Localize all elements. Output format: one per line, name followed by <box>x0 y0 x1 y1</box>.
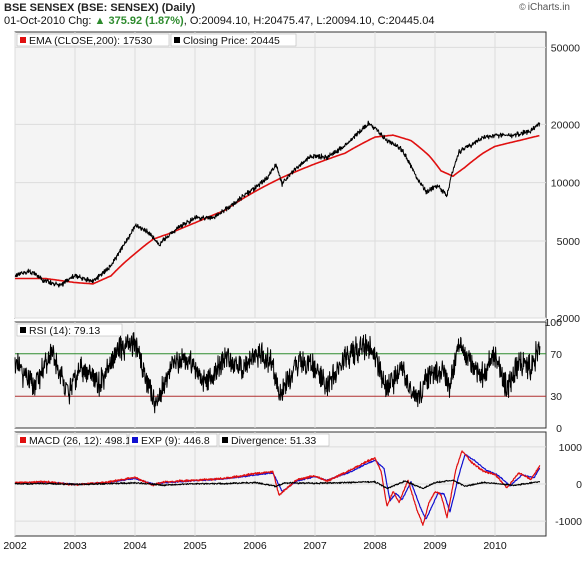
price-y-tick: 50000 <box>551 42 580 54</box>
legend-swatch <box>132 437 138 443</box>
rsi-legend: RSI (14): 79.13 <box>16 323 123 337</box>
rsi-y-tick: 70 <box>550 349 562 361</box>
x-tick-label: 2006 <box>243 540 267 552</box>
price-legend: EMA (CLOSE,200): 17530 Closing Price: 204… <box>16 33 297 47</box>
legend-box <box>16 323 123 337</box>
x-tick-label: 2007 <box>303 540 327 552</box>
rsi-y-tick: 0 <box>556 423 562 435</box>
legend-box <box>218 433 330 447</box>
quote-change: 375.92 (1.87%) <box>108 15 184 27</box>
x-tick-label: 2002 <box>3 540 27 552</box>
legend-box <box>170 33 297 47</box>
x-tick-label: 2010 <box>483 540 507 552</box>
legend-label: EXP (9): 446.8 <box>141 435 210 447</box>
quote-ohlc: , O:20094.10, H:20475.47, L:20094.10, C:… <box>183 15 435 27</box>
legend-box <box>16 433 128 447</box>
price-y-tick-label: 20000 <box>551 119 580 131</box>
price-y-tick: 5000 <box>557 236 581 248</box>
macd-line <box>14 450 541 526</box>
x-tick-label: 2005 <box>183 540 207 552</box>
divergence-line <box>14 479 541 490</box>
rsi-y-tick-label: 100 <box>544 317 562 329</box>
rsi-y-tick: 30 <box>550 391 562 403</box>
x-tick-label: 2004 <box>123 540 147 552</box>
macd-y-tick: -1000 <box>555 516 582 528</box>
price-y-tick-label: 2000 <box>557 313 581 325</box>
ema-line <box>15 134 540 285</box>
rsi-y-tick-label: 0 <box>556 423 562 435</box>
quote-date: 01-Oct-2010 <box>4 15 66 27</box>
up-arrow-icon: ▲ <box>94 15 106 27</box>
brand-name: iCharts.in <box>527 2 570 13</box>
price-y-tick-label: 5000 <box>557 236 581 248</box>
quote-chg-label: Chg: <box>68 15 92 27</box>
legend-swatch <box>20 437 26 443</box>
price-panel <box>14 31 547 319</box>
legend-label: RSI (14): 79.13 <box>29 325 100 337</box>
brand-label[interactable]: © iCharts.in <box>519 2 570 13</box>
price-y-tick-label: 50000 <box>551 42 580 54</box>
macd-y-tick-label: 1000 <box>559 442 583 454</box>
price-y-tick: 2000 <box>557 313 581 325</box>
legend-label: Divergence: 51.33 <box>231 435 316 447</box>
legend-label: EMA (CLOSE,200): 17530 <box>29 35 152 47</box>
macd-y-tick-label: 0 <box>576 479 582 491</box>
legend-swatch <box>20 37 26 43</box>
price-y-tick: 20000 <box>551 119 580 131</box>
legend-box <box>16 33 170 47</box>
macd-legend: MACD (26, 12): 498.1 EXP (9): 446.8 Diverg… <box>16 433 330 447</box>
legend-box <box>128 433 218 447</box>
x-axis: 2002 2003 2004 2005 2006 2007 2008 2009 2010 <box>3 540 507 552</box>
x-tick-label: 2009 <box>423 540 447 552</box>
legend-swatch <box>20 327 26 333</box>
x-tick-label: 2003 <box>63 540 87 552</box>
legend-label: MACD (26, 12): 498.1 <box>29 435 131 447</box>
macd-y-tick-label: -1000 <box>555 516 582 528</box>
rsi-y-tick-label: 70 <box>550 349 562 361</box>
x-tick-label: 2008 <box>363 540 387 552</box>
legend-swatch <box>174 37 180 43</box>
rsi-line <box>14 332 541 414</box>
copyright-icon: © <box>519 2 526 12</box>
chart-title: BSE SENSEX (BSE: SENSEX) (Daily) <box>4 2 196 14</box>
rsi-y-tick: 100 <box>544 317 562 329</box>
macd-y-tick: 0 <box>576 479 582 491</box>
price-y-tick-label: 10000 <box>551 178 580 190</box>
close-price-line <box>14 120 541 288</box>
rsi-y-tick-label: 30 <box>550 391 562 403</box>
legend-swatch <box>222 437 228 443</box>
chart-marks <box>14 120 541 526</box>
quote-line: 01-Oct-2010 Chg: ▲ 375.92 (1.87%), O:200… <box>4 15 434 27</box>
macd-y-tick: 1000 <box>559 442 583 454</box>
legend-label: Closing Price: 20445 <box>183 35 280 47</box>
price-y-tick: 10000 <box>551 178 580 190</box>
